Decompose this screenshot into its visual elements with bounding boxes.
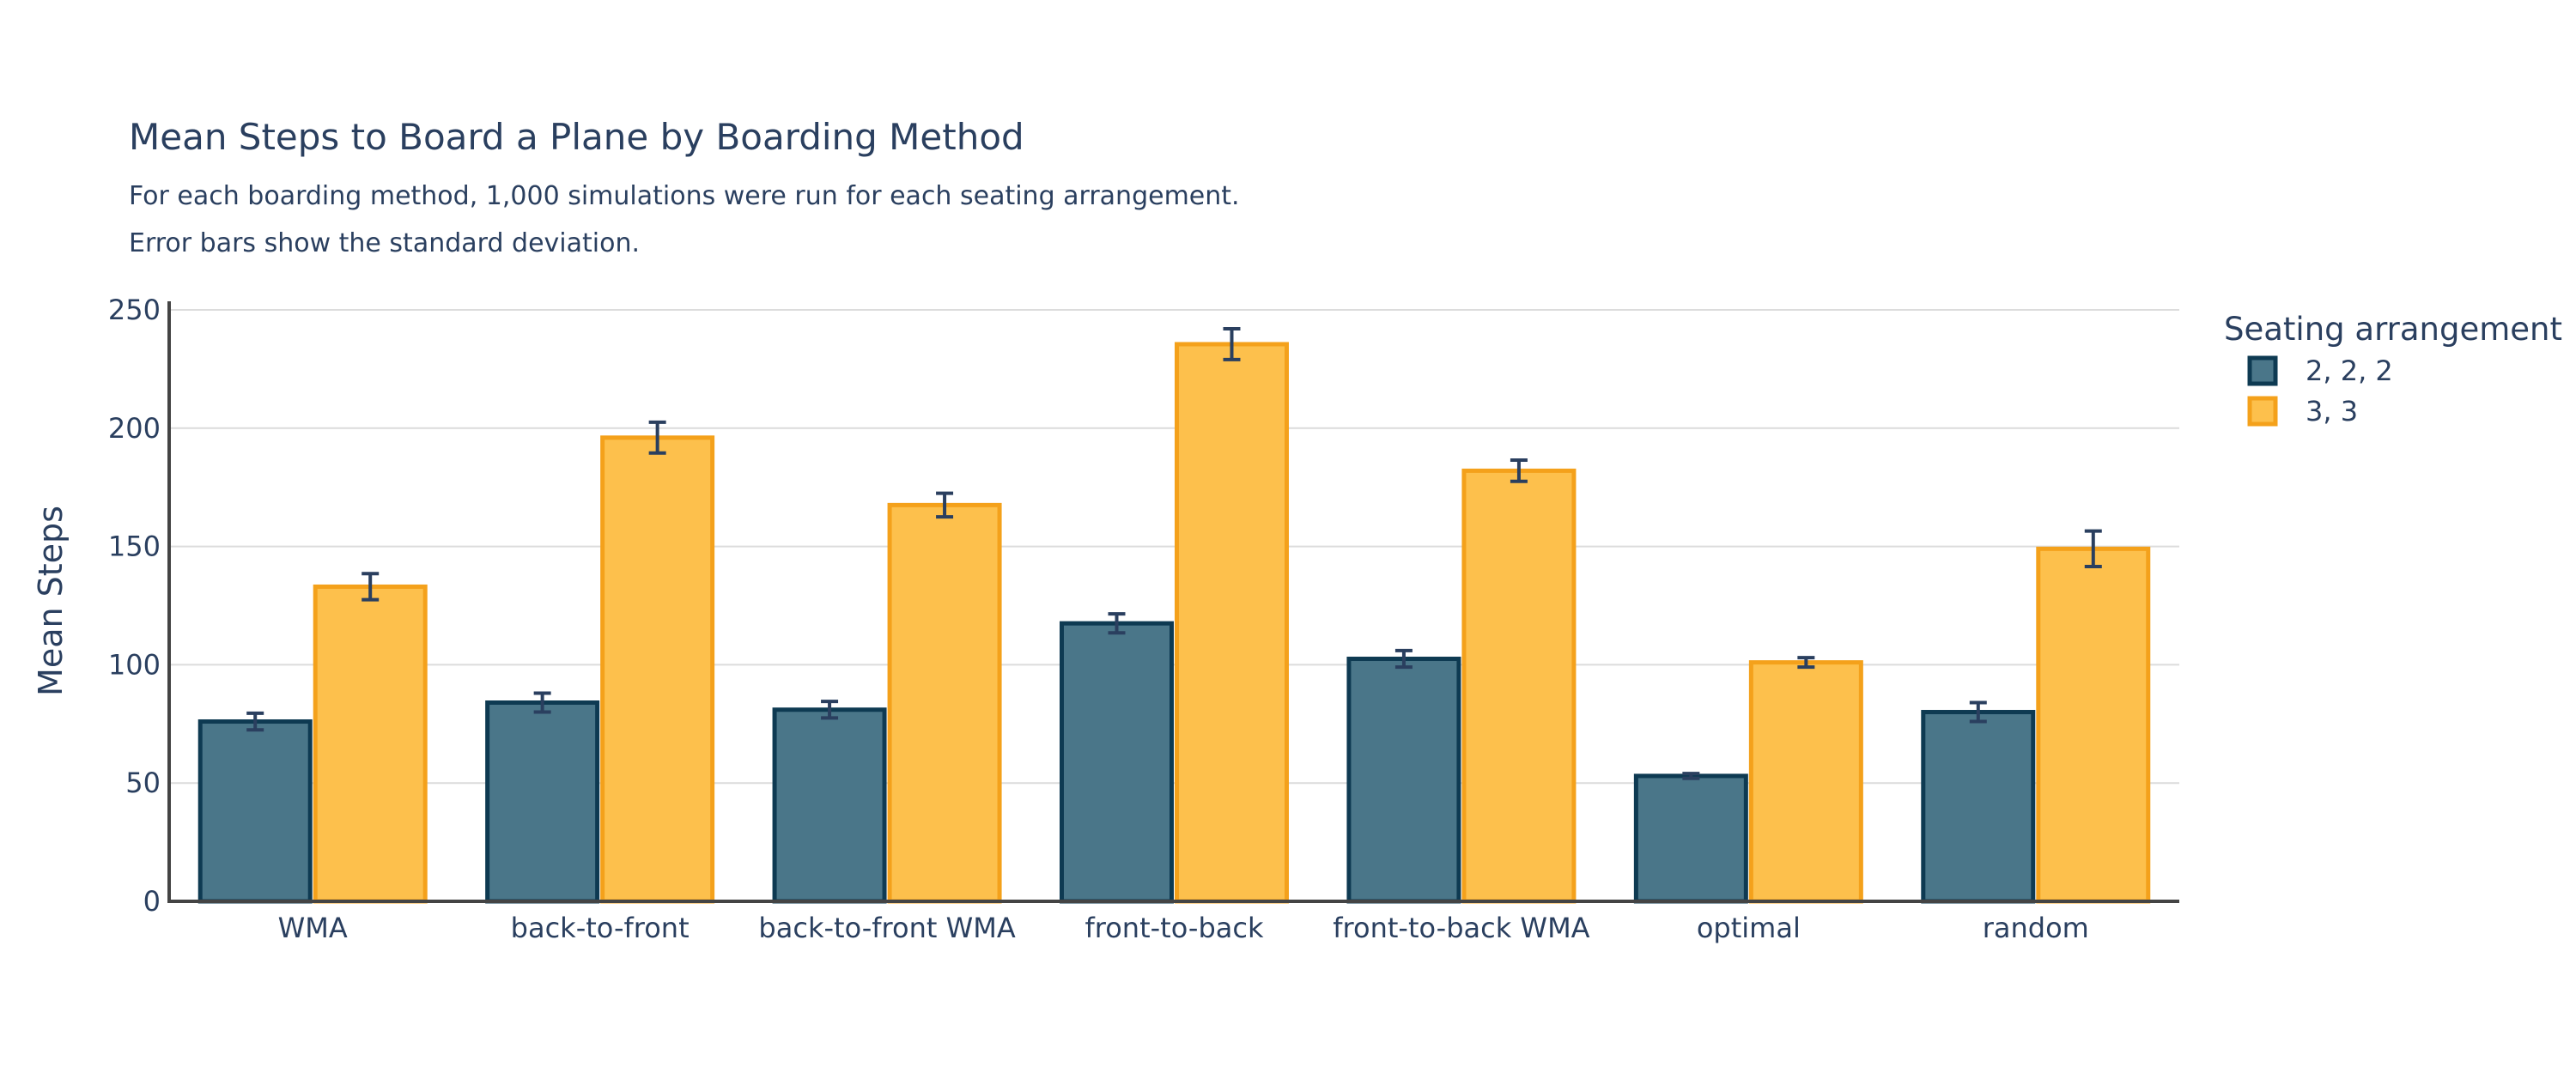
error-bar [2084,529,2102,569]
y-tick-label: 100 [108,648,161,681]
y-tick-labels: 0 50 100 150 200 250 [108,294,161,918]
chart-subtitle-line-2: Error bars show the standard deviation. [129,228,640,258]
chart-subtitle-line-1: For each boarding method, 1,000 simulati… [129,181,1240,211]
legend-title: Seating arrangement [2224,311,2562,348]
bar-front-to-back-series-1 [1175,342,1289,904]
error-bar [533,691,551,714]
bar-back-to-front-WMA-series-0 [772,707,887,904]
bar-front-to-back-WMA-series-1 [1461,468,1577,904]
legend-item[interactable]: 2, 2, 2 [2247,355,2393,387]
bar-back-to-front-series-1 [600,435,715,904]
bar-random-series-1 [2036,546,2151,904]
error-bar [936,491,954,519]
legend-label: 3, 3 [2306,395,2358,427]
error-bar [648,420,666,455]
error-bar [1969,700,1987,724]
grid-lines [169,309,2179,785]
error-bar [1797,656,1815,670]
bar-back-to-front-WMA-series-1 [887,502,1002,904]
error-bars [246,327,2102,780]
error-bar [1682,772,1700,780]
bar-front-to-back-WMA-series-0 [1346,657,1461,904]
error-bar [821,700,839,720]
error-bar [246,711,264,732]
y-tick-label: 50 [125,767,161,799]
y-axis-title: Mean Steps [32,506,70,696]
x-tick-label: front-to-back WMA [1333,912,1589,944]
x-tick-label: back-to-front [511,912,690,944]
legend-item[interactable]: 3, 3 [2247,395,2358,427]
error-bar [361,572,380,602]
legend-swatch [2247,355,2278,386]
x-tick-label: WMA [278,912,348,944]
bar-optimal-series-1 [1748,660,1863,904]
error-bar [1108,612,1126,635]
bar-back-to-front-series-0 [485,700,600,904]
bar-WMA-series-0 [197,719,313,904]
chart-title: Mean Steps to Board a Plane by Boarding … [129,116,1024,158]
bar-WMA-series-1 [313,584,428,904]
x-tick-label: optimal [1697,912,1801,944]
axes [167,301,2179,903]
error-bar [1223,327,1241,361]
legend-label: 2, 2, 2 [2306,355,2393,387]
bar-optimal-series-0 [1633,773,1748,904]
legend: Seating arrangement 2, 2, 2 3, 3 [2224,311,2562,427]
x-tick-label: front-to-back [1085,912,1264,944]
y-tick-label: 150 [108,530,161,563]
x-tick-labels: WMA back-to-front back-to-front WMA front-t… [278,912,2089,944]
x-tick-label: back-to-front WMA [758,912,1015,944]
bar-front-to-back-series-0 [1060,621,1174,904]
error-bar [1394,648,1413,670]
bar-random-series-0 [1921,710,2036,904]
legend-swatch [2247,396,2278,427]
x-tick-label: random [1983,912,2089,944]
bars [197,342,2151,904]
y-tick-label: 250 [108,294,161,326]
y-tick-label: 200 [108,412,161,445]
error-bar [1510,458,1528,483]
y-tick-label: 0 [143,885,161,918]
